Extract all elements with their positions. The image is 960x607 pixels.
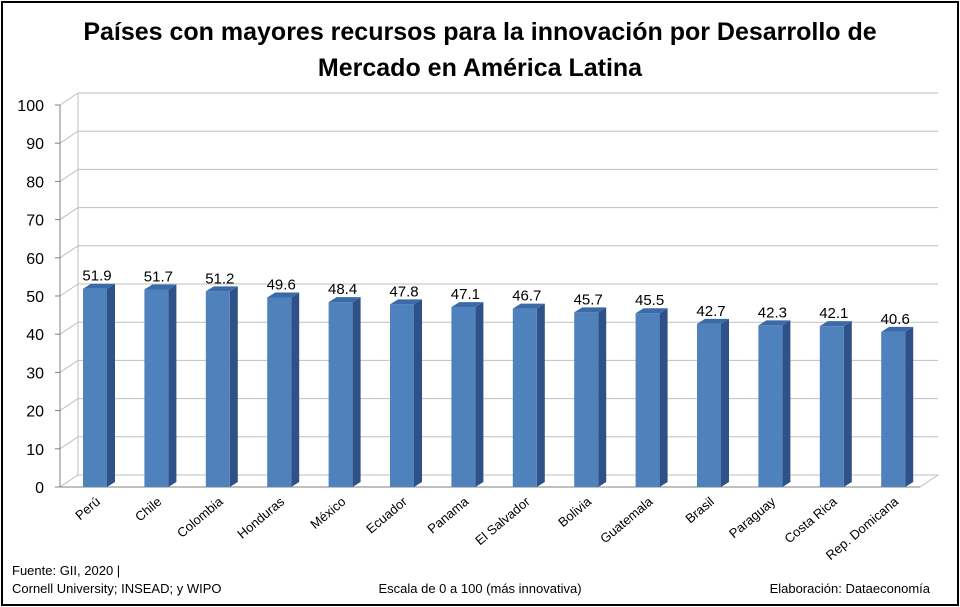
bar: [390, 304, 414, 487]
gridline-depth: [59, 130, 79, 144]
bar-top: [512, 303, 545, 309]
bar: [697, 323, 721, 487]
bar-top: [881, 326, 914, 332]
bar-top: [390, 299, 422, 305]
chart-title: Países con mayores recursos para la inno…: [83, 18, 877, 82]
y-tick-label: 50: [26, 289, 44, 306]
x-tick-label: Bolivia: [555, 493, 595, 530]
bar: [328, 302, 353, 487]
data-label: 47.8: [389, 283, 418, 300]
bar-side: [107, 283, 115, 487]
y-tick-label: 70: [26, 213, 44, 230]
bar: [819, 326, 844, 487]
scale-note: Escala de 0 a 100 (más innovativa): [378, 581, 582, 596]
data-label: 40.6: [881, 311, 910, 328]
credit-note: Elaboración: Dataeconomía: [769, 581, 930, 596]
x-tick-label: Paraguay: [726, 493, 779, 541]
bar-top: [819, 321, 852, 327]
bar: [83, 288, 107, 487]
gridline-depth: [59, 359, 79, 373]
x-tick-label: Brasil: [682, 494, 717, 526]
data-label: 48.4: [328, 281, 357, 298]
x-tick-label: Costa Rica: [781, 493, 840, 546]
gridline-depth: [59, 92, 79, 106]
bar-side: [168, 284, 177, 487]
data-label: 51.2: [205, 270, 234, 287]
bar-top: [574, 307, 607, 313]
x-tick-label: México: [307, 494, 348, 532]
y-tick-label: 0: [35, 480, 44, 497]
source-line-1: Fuente: GII, 2020 |: [12, 563, 121, 578]
x-tick-label: Perú: [72, 494, 103, 523]
bar: [635, 313, 660, 487]
bar-side: [782, 320, 791, 487]
gridline-depth: [59, 283, 79, 297]
y-tick-label: 20: [26, 404, 44, 421]
bar-top: [451, 302, 484, 308]
bar-side: [536, 303, 545, 487]
x-tick-label: El Salvador: [472, 493, 533, 548]
bar-side: [475, 302, 484, 487]
gridline-depth: [59, 168, 79, 182]
y-tick-label: 80: [26, 174, 44, 191]
bar-top: [83, 283, 115, 289]
x-tick-label: Chile: [132, 494, 164, 525]
bar-side: [843, 321, 852, 487]
data-label: 49.6: [267, 277, 296, 294]
source-note: Fuente: GII, 2020 | Cornell University; …: [12, 562, 222, 598]
bar: [267, 297, 292, 487]
bar-side: [414, 299, 422, 487]
data-label: 42.1: [819, 305, 848, 322]
bar: [758, 325, 783, 487]
data-label: 46.7: [512, 288, 541, 305]
bar-side: [905, 326, 914, 487]
bar-side: [352, 297, 361, 487]
x-tick-label: Colombia: [174, 493, 226, 540]
gridline-depth: [59, 207, 79, 221]
y-tick-label: 30: [26, 365, 44, 382]
bar: [144, 289, 169, 487]
bar-top: [205, 286, 238, 292]
data-label: 51.9: [82, 268, 111, 285]
data-label: 42.3: [758, 304, 787, 321]
gridline-depth: [59, 436, 79, 450]
data-label: 45.7: [574, 291, 603, 308]
y-tick-label: 60: [26, 251, 44, 268]
data-label: 42.7: [696, 303, 725, 320]
y-tick-label: 40: [26, 327, 44, 344]
bar-side: [598, 307, 607, 487]
y-tick-label: 10: [26, 442, 44, 459]
bar-top: [758, 320, 791, 326]
bar-side: [229, 286, 238, 487]
bar-side: [659, 308, 668, 487]
y-tick-label: 100: [17, 98, 44, 115]
data-label: 51.7: [144, 269, 173, 286]
bar: [512, 308, 537, 487]
bar-side: [721, 318, 729, 487]
bar-side: [291, 292, 300, 487]
x-tick-label: Honduras: [234, 493, 287, 541]
bar-top: [328, 297, 361, 303]
x-tick-label: Guatemala: [597, 493, 656, 546]
bar: [451, 307, 476, 487]
data-label: 45.5: [635, 292, 664, 309]
data-label: 47.1: [451, 286, 480, 303]
x-tick-label: Ecuador: [363, 493, 410, 536]
bar-top: [267, 292, 300, 298]
bar-top: [635, 308, 668, 314]
bar: [574, 312, 599, 487]
chart-floor: [58, 474, 940, 488]
gridline-depth: [59, 398, 79, 412]
bar: [205, 291, 230, 487]
bar: [881, 331, 906, 487]
gridline-depth: [59, 245, 79, 259]
y-tick-label: 90: [26, 136, 44, 153]
x-tick-label: Panama: [425, 493, 472, 536]
source-line-2: Cornell University; INSEAD; y WIPO: [12, 581, 222, 596]
bar-top: [144, 284, 177, 290]
gridline-depth: [59, 321, 79, 335]
bar-top: [697, 318, 729, 324]
